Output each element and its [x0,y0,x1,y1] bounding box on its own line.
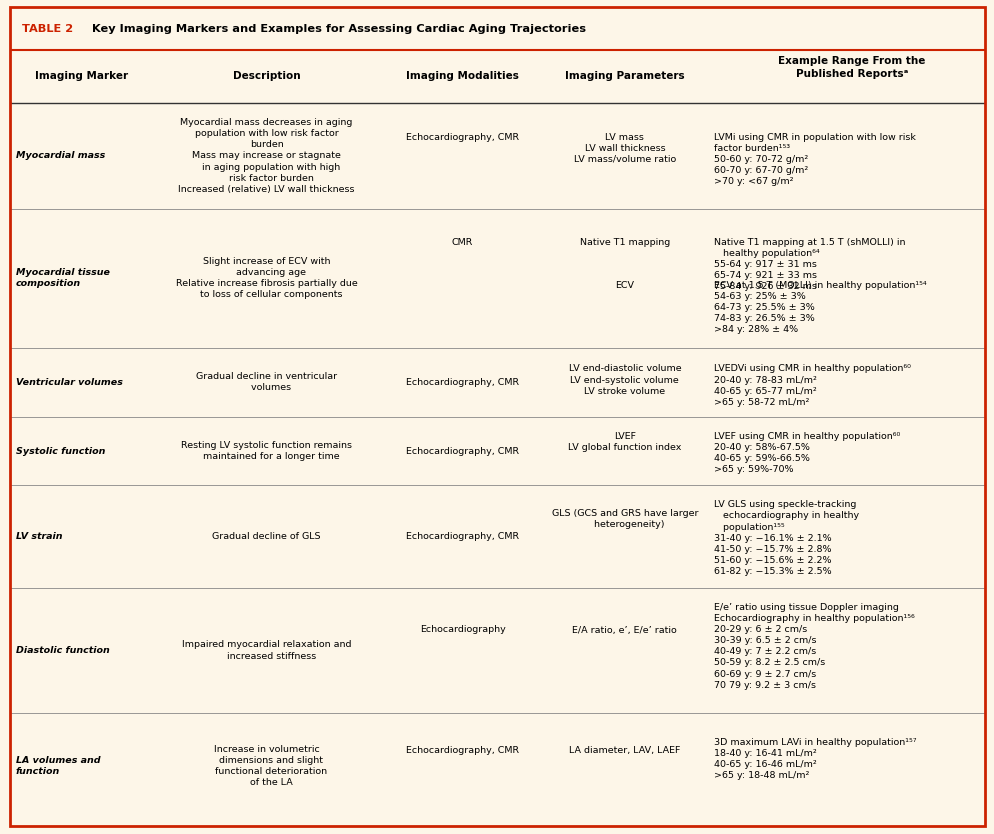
Bar [11,8,983,50]
Text: LA diameter, LAV, LAEF: LA diameter, LAV, LAEF [569,746,680,756]
Text: Echocardiography, CMR: Echocardiography, CMR [406,532,519,541]
Text: Increase in volumetric
   dimensions and slight
   functional deterioration
   o: Increase in volumetric dimensions and sl… [206,745,327,787]
Text: Example Range From the
Published Reportsᵃ: Example Range From the Published Reports… [777,56,924,79]
Bar [11,713,983,819]
Text: Impaired myocardial relaxation and
   increased stiffness: Impaired myocardial relaxation and incre… [182,641,351,661]
Text: Description: Description [233,71,300,81]
Text: Echocardiography, CMR: Echocardiography, CMR [406,447,519,455]
Text: LV strain: LV strain [16,532,63,541]
Text: LVEDVi using CMR in healthy population⁶⁰
20-40 y: 78-83 mL/m²
40-65 y: 65-77 mL/: LVEDVi using CMR in healthy population⁶⁰… [714,364,911,407]
Text: Native T1 mapping: Native T1 mapping [580,238,669,247]
Text: Key Imaging Markers and Examples for Assessing Cardiac Aging Trajectories: Key Imaging Markers and Examples for Ass… [83,24,585,34]
Text: Native T1 mapping at 1.5 T (shMOLLI) in
   healthy population⁶⁴
55-64 y: 917 ± 3: Native T1 mapping at 1.5 T (shMOLLI) in … [714,238,905,291]
Bar [11,208,983,348]
Text: Gradual decline in ventricular
   volumes: Gradual decline in ventricular volumes [196,372,337,393]
Text: GLS (GCS and GRS have larger
   heterogeneity): GLS (GCS and GRS have larger heterogenei… [551,509,698,529]
Text: E/e’ ratio using tissue Doppler imaging
Echocardiography in healthy population¹⁵: E/e’ ratio using tissue Doppler imaging … [714,603,914,690]
Text: E/A ratio, e’, E/e’ ratio: E/A ratio, e’, E/e’ ratio [572,626,677,635]
Text: CMR: CMR [451,238,473,247]
Bar [11,417,983,485]
Text: Imaging Parameters: Imaging Parameters [565,71,684,81]
Bar [11,103,983,208]
Text: TABLE 2: TABLE 2 [22,24,73,34]
Text: ECV at 1.5 T (MOLLI) in healthy population¹⁵⁴
54-63 y: 25% ± 3%
64-73 y: 25.5% ±: ECV at 1.5 T (MOLLI) in healthy populati… [714,281,926,334]
Text: LVEF using CMR in healthy population⁶⁰
20-40 y: 58%-67.5%
40-65 y: 59%-66.5%
>65: LVEF using CMR in healthy population⁶⁰ 2… [714,432,900,475]
Text: LVMi using CMR in population with low risk
factor burden¹⁵³
50-60 y: 70-72 g/m²
: LVMi using CMR in population with low ri… [714,133,915,186]
Text: Systolic function: Systolic function [16,447,105,455]
Text: Diastolic function: Diastolic function [16,646,109,655]
Text: Imaging Marker: Imaging Marker [35,71,128,81]
Text: Ventricular volumes: Ventricular volumes [16,378,122,387]
Bar [11,588,983,713]
Text: Myocardial tissue
composition: Myocardial tissue composition [16,268,109,289]
Bar [11,348,983,417]
Text: Imaging Modalities: Imaging Modalities [406,71,519,81]
Text: Echocardiography, CMR: Echocardiography, CMR [406,133,519,142]
Text: Myocardial mass: Myocardial mass [16,152,105,160]
Text: Resting LV systolic function remains
   maintained for a longer time: Resting LV systolic function remains mai… [181,441,352,461]
Text: 3D maximum LAVi in healthy population¹⁵⁷
18-40 y: 16-41 mL/m²
40-65 y: 16-46 mL/: 3D maximum LAVi in healthy population¹⁵⁷… [714,738,916,781]
Text: LV end-diastolic volume
LV end-systolic volume
LV stroke volume: LV end-diastolic volume LV end-systolic … [568,364,681,395]
Text: Myocardial mass decreases in aging
population with low risk factor
burden
Mass m: Myocardial mass decreases in aging popul… [178,118,355,193]
Text: LVEF
LV global function index: LVEF LV global function index [568,432,681,452]
Text: LA volumes and
function: LA volumes and function [16,756,100,776]
Text: Echocardiography, CMR: Echocardiography, CMR [406,746,519,756]
Text: Gradual decline of GLS: Gradual decline of GLS [212,532,321,541]
Bar [11,485,983,588]
Text: Echocardiography, CMR: Echocardiography, CMR [406,378,519,387]
Text: LV mass
LV wall thickness
LV mass/volume ratio: LV mass LV wall thickness LV mass/volume… [574,133,675,163]
Text: Echocardiography: Echocardiography [419,626,505,635]
Text: ECV: ECV [614,281,634,290]
Text: LV GLS using speckle-tracking
   echocardiography in healthy
   population¹⁵⁵
31: LV GLS using speckle-tracking echocardio… [714,500,859,576]
Text: Slight increase of ECV with
   advancing age
Relative increase fibrosis partiall: Slight increase of ECV with advancing ag… [176,257,357,299]
